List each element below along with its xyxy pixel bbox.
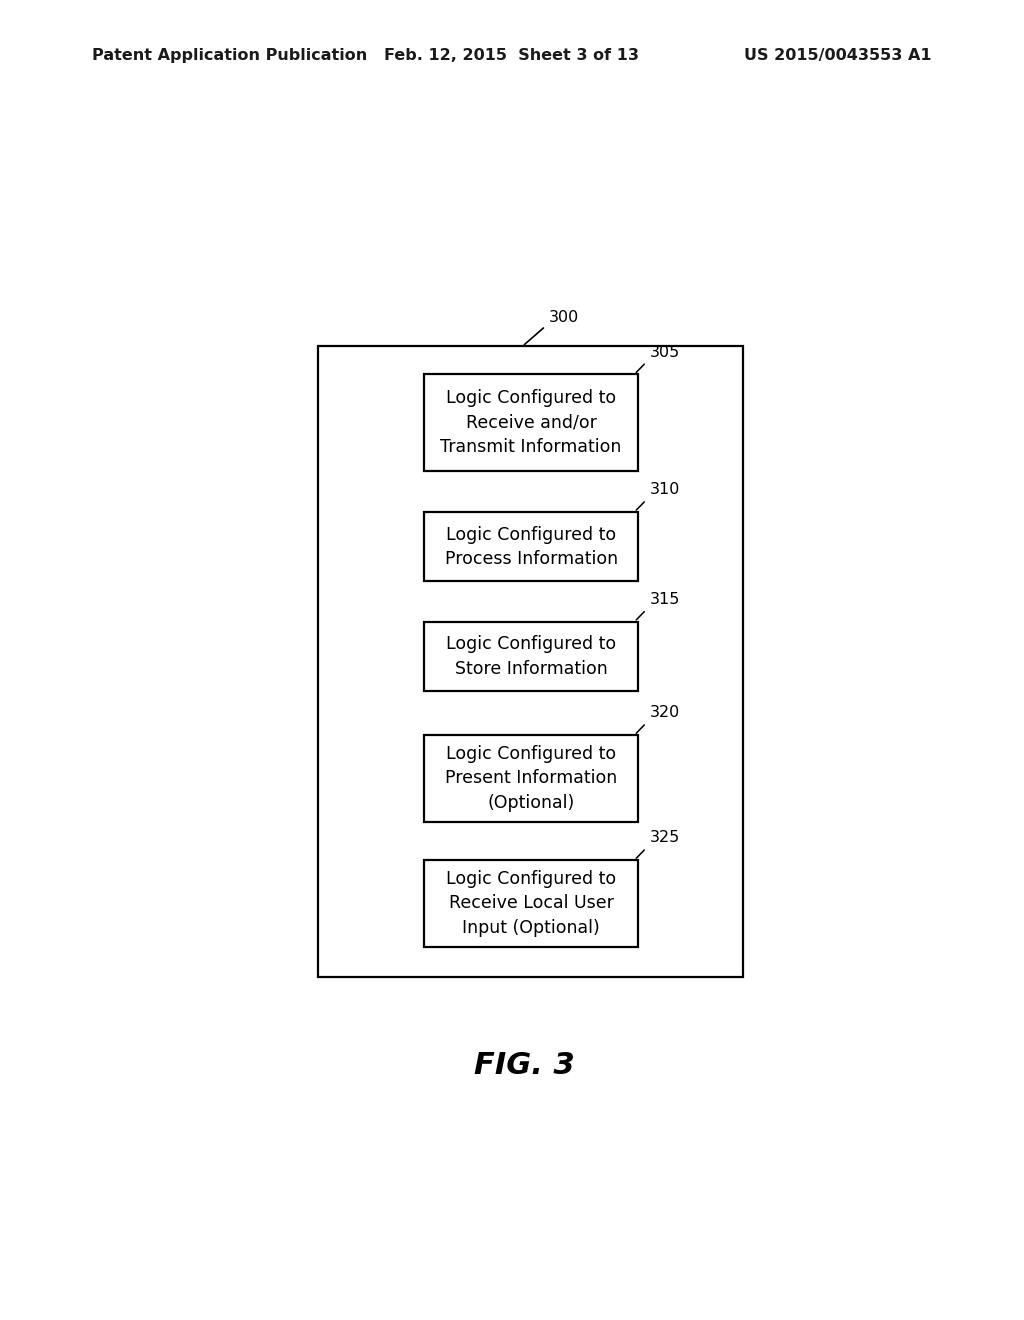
Text: US 2015/0043553 A1: US 2015/0043553 A1 [744,48,932,63]
Text: Logic Configured to
Present Information
(Optional): Logic Configured to Present Information … [445,744,617,812]
Text: 310: 310 [650,482,681,498]
Text: 305: 305 [650,345,680,359]
Text: 300: 300 [549,310,579,326]
Text: 325: 325 [650,830,680,845]
Bar [424,622,638,690]
Text: 315: 315 [650,591,681,607]
Text: Feb. 12, 2015  Sheet 3 of 13: Feb. 12, 2015 Sheet 3 of 13 [384,48,640,63]
Text: FIG. 3: FIG. 3 [474,1051,575,1080]
Text: Patent Application Publication: Patent Application Publication [92,48,368,63]
Text: 320: 320 [650,705,680,721]
Text: Logic Configured to
Process Information: Logic Configured to Process Information [444,525,617,568]
Text: Logic Configured to
Receive Local User
Input (Optional): Logic Configured to Receive Local User I… [446,870,616,937]
Bar [318,346,743,977]
Bar [424,375,638,471]
Bar [424,861,638,946]
Bar [424,512,638,581]
Bar [424,735,638,821]
Text: Logic Configured to
Store Information: Logic Configured to Store Information [446,635,616,677]
Text: Logic Configured to
Receive and/or
Transmit Information: Logic Configured to Receive and/or Trans… [440,389,622,455]
